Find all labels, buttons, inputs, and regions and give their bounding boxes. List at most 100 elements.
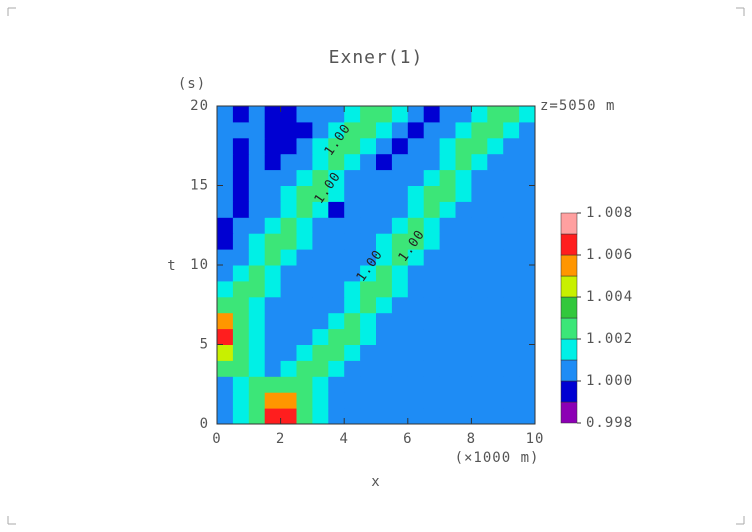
cell (280, 392, 297, 409)
cell (248, 312, 266, 330)
cell (296, 344, 313, 361)
cell (217, 265, 234, 282)
cell (376, 376, 393, 393)
cell (471, 201, 488, 218)
cell (360, 296, 377, 314)
cell (439, 233, 456, 250)
cell (471, 169, 488, 186)
cell (503, 106, 520, 123)
cell (280, 344, 297, 361)
cell (344, 249, 361, 266)
cell (471, 296, 488, 314)
cell (439, 106, 456, 123)
cell (519, 376, 536, 393)
cell (391, 106, 409, 123)
cell (391, 185, 409, 202)
cell (503, 360, 520, 377)
cell (312, 296, 329, 314)
cell (217, 408, 234, 425)
cell (312, 121, 329, 139)
cell (280, 280, 297, 298)
cell (296, 265, 313, 282)
cell (360, 344, 377, 361)
cell (455, 360, 472, 377)
colorbar-box (560, 359, 578, 382)
cell (296, 169, 313, 186)
cell (344, 169, 361, 186)
cell (232, 169, 250, 186)
cell (232, 376, 250, 393)
field (217, 106, 536, 425)
cell (487, 265, 504, 282)
cell (376, 153, 393, 171)
cell (407, 360, 425, 377)
cell (248, 280, 266, 298)
cell (423, 312, 441, 330)
cell (264, 344, 282, 361)
cell (439, 169, 456, 186)
cell (471, 408, 488, 425)
cell (519, 106, 536, 123)
cell (455, 169, 472, 186)
cell (312, 249, 329, 266)
cell (248, 249, 266, 266)
cell (360, 376, 377, 393)
cell (423, 296, 441, 314)
cell (471, 185, 488, 202)
colorbar-box (560, 212, 578, 235)
cell (519, 408, 536, 425)
x-tick-label: 10 (526, 431, 545, 447)
cell (248, 169, 266, 186)
cell (312, 137, 329, 155)
cell (328, 360, 345, 377)
chart-title: Exner(1) (329, 47, 424, 68)
cell (360, 312, 377, 330)
cell (217, 296, 234, 314)
cell (328, 376, 345, 393)
cell (217, 185, 234, 202)
cell (232, 392, 250, 409)
cell (439, 280, 456, 298)
cell (391, 201, 409, 218)
cell (312, 392, 329, 409)
cell (312, 408, 329, 425)
cell (376, 408, 393, 425)
cell (519, 392, 536, 409)
cell (280, 360, 297, 377)
cell (439, 201, 456, 218)
cell (264, 233, 282, 250)
cell (360, 169, 377, 186)
cell (328, 312, 345, 330)
cell (217, 360, 234, 377)
cell (344, 217, 361, 234)
cell (280, 106, 297, 123)
cell (328, 121, 345, 139)
x-unit: (×1000 m) (455, 450, 540, 466)
cell (264, 201, 282, 218)
cell (328, 344, 345, 361)
colorbar-label: 0.998 (586, 415, 633, 431)
cell (455, 137, 472, 155)
cell (232, 153, 250, 171)
cell (471, 328, 488, 345)
cell (455, 217, 472, 234)
cell (423, 217, 441, 234)
cell (217, 344, 234, 361)
cell (232, 328, 250, 345)
cell (264, 185, 282, 202)
cell (407, 392, 425, 409)
cell (280, 233, 297, 250)
cell (519, 312, 536, 330)
cell (360, 280, 377, 298)
cell (296, 201, 313, 218)
cell (423, 392, 441, 409)
cell (407, 296, 425, 314)
cell (344, 408, 361, 425)
cell (407, 137, 425, 155)
cell (360, 201, 377, 218)
cell (407, 376, 425, 393)
cell (376, 137, 393, 155)
cell (248, 233, 266, 250)
cell (312, 376, 329, 393)
cell (280, 296, 297, 314)
